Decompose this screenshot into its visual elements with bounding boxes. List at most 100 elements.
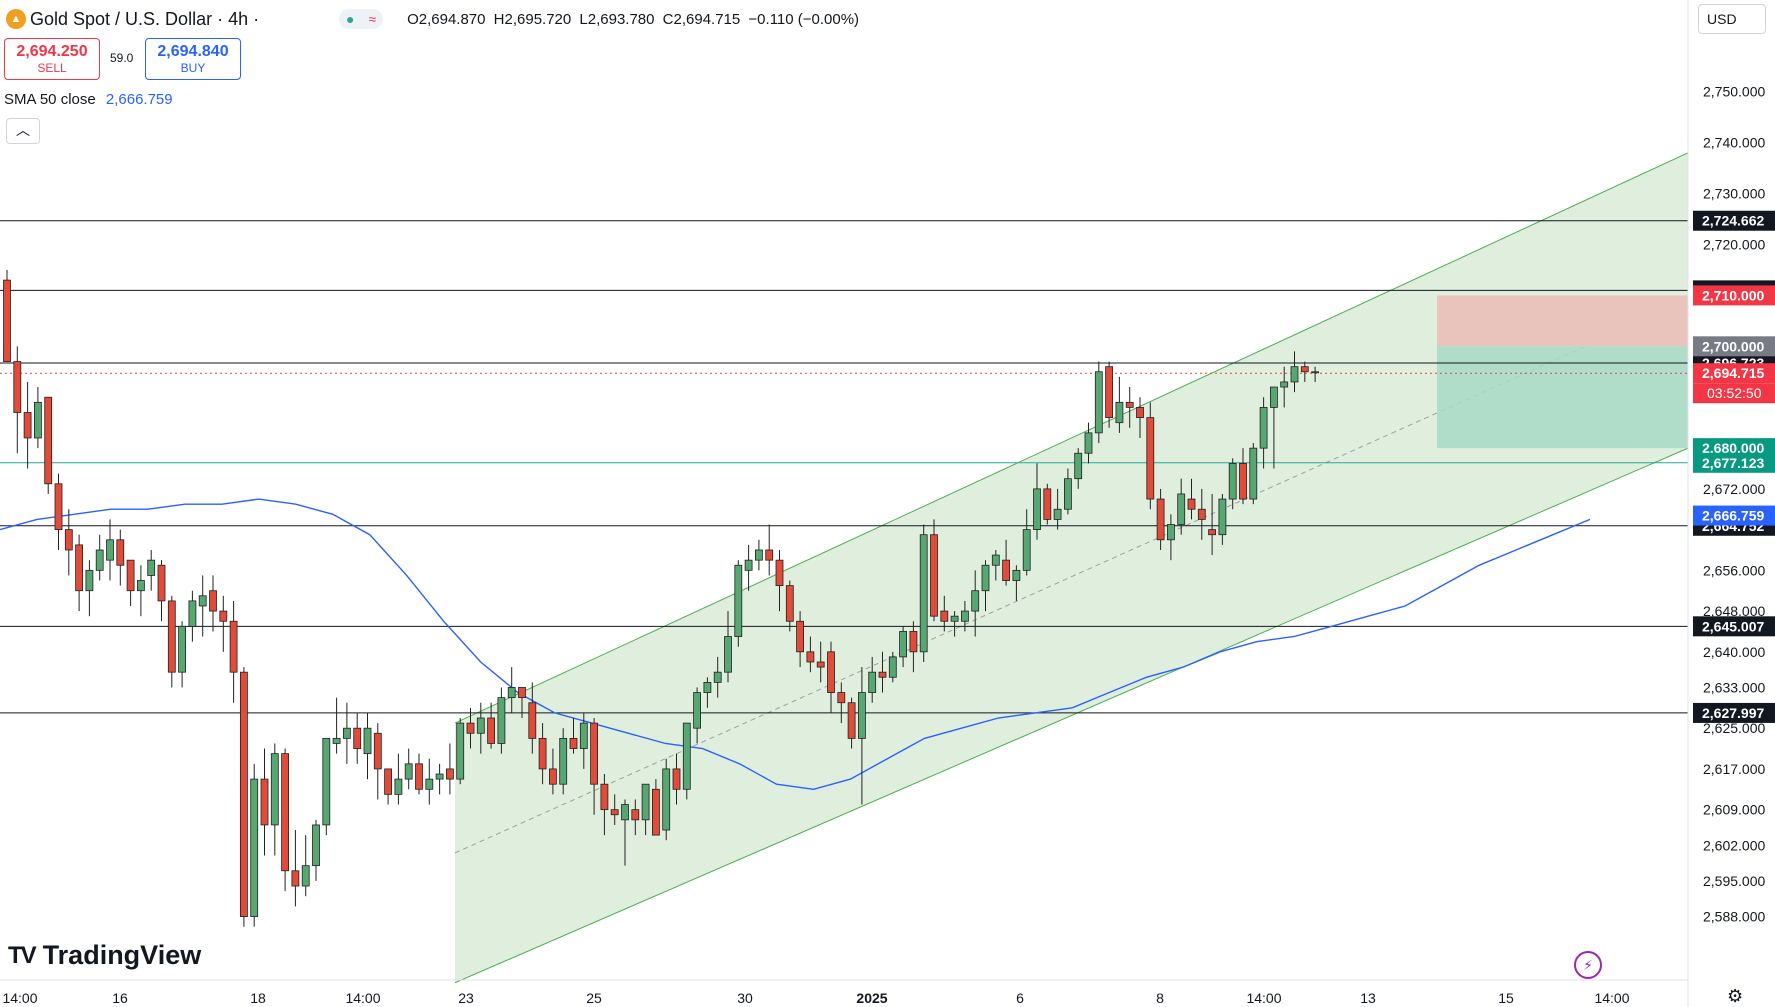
price-tick-label-14: 2,750.000	[1703, 84, 1765, 100]
price-tick-label-9: 2,656.000	[1703, 562, 1765, 578]
candle	[34, 387, 42, 449]
marker-price-tag-5: 2,666.759	[1702, 508, 1764, 524]
candle-body	[1012, 569, 1021, 581]
long-position-tool[interactable]	[1437, 295, 1688, 449]
candle	[899, 626, 907, 668]
candle	[1290, 351, 1299, 393]
candle-body	[415, 763, 423, 790]
candle	[981, 560, 990, 612]
candle	[909, 621, 918, 673]
price-tick-label-8: 2,648.000	[1703, 603, 1765, 619]
candle	[940, 595, 949, 632]
indicator-label: SMA 50 close	[4, 91, 96, 108]
candle-body	[64, 529, 73, 551]
candle	[1146, 402, 1155, 510]
candle-body	[1177, 493, 1186, 525]
currency-selector[interactable]: USD	[1698, 4, 1766, 34]
candle-body	[682, 722, 691, 790]
candle	[198, 575, 207, 637]
candle	[353, 712, 362, 764]
marker-price-tag-4-bg	[1693, 452, 1775, 473]
candle-body	[961, 610, 969, 622]
candle-body	[54, 483, 63, 531]
candle-body	[1074, 452, 1083, 480]
candle	[579, 712, 588, 769]
candle-body	[13, 361, 22, 413]
candle-body	[322, 737, 331, 826]
candle-body	[703, 681, 712, 693]
market-open-icon: ●	[346, 11, 355, 27]
lightning-icon[interactable]: ⚡	[1574, 951, 1602, 979]
candle	[95, 534, 104, 581]
tradingview-logo[interactable]: TV TradingView	[8, 940, 201, 971]
candle	[1270, 386, 1278, 469]
take-profit-zone	[1437, 346, 1688, 449]
candle-body	[425, 778, 434, 790]
candle-body	[1228, 463, 1237, 500]
market-status[interactable]: ● ≈	[339, 9, 384, 29]
candle-body	[312, 824, 320, 867]
candle	[621, 799, 629, 866]
candle-body	[621, 804, 629, 821]
candle	[1064, 468, 1072, 515]
candle-body	[394, 778, 403, 795]
candle-body	[930, 534, 938, 617]
candle	[476, 702, 485, 754]
candle	[1218, 493, 1227, 545]
candle-body	[1125, 401, 1134, 408]
sell-button[interactable]: 2,694.250 SELL	[4, 38, 100, 80]
candle-body	[126, 559, 135, 592]
time-axis[interactable]: 14:00 16 18 14:00 23 25 30 2025 6 8 14:00 13 15 14:00	[2, 990, 1629, 1006]
candle	[1208, 493, 1216, 556]
candle	[239, 667, 248, 927]
candle	[54, 473, 63, 550]
countdown-bg	[1693, 383, 1775, 404]
level-price-tag-0: 2,724.662	[1702, 213, 1764, 229]
price-tick-label-10: 2,672.000	[1703, 481, 1765, 497]
candle	[270, 743, 279, 856]
candle-body	[1218, 498, 1227, 536]
ohlc-readout: O2,694.870 H2,695.720 L2,693.780 C2,694.…	[407, 11, 863, 28]
candle	[85, 560, 94, 617]
buy-button[interactable]: 2,694.840 BUY	[145, 38, 241, 80]
candle	[724, 611, 732, 683]
candle	[827, 641, 835, 713]
time-tick-label-1: 16	[112, 990, 128, 1006]
candle-body	[1105, 366, 1113, 418]
collapse-legend-button[interactable]: ︿	[6, 118, 40, 144]
candle	[1187, 478, 1196, 520]
marker-price-tag-1-bg	[1693, 336, 1775, 357]
candle	[816, 641, 825, 683]
candle	[106, 519, 114, 581]
candle	[703, 677, 712, 708]
candle	[528, 682, 537, 754]
candle	[930, 519, 938, 622]
buy-label: BUY	[180, 61, 206, 75]
candle	[1156, 488, 1165, 550]
stop-loss-zone	[1437, 295, 1688, 347]
candle-body	[919, 534, 928, 653]
indicator-value: 2,666.759	[105, 91, 173, 108]
candle-body	[1043, 488, 1052, 520]
settings-gear-icon[interactable]: ⚙	[1727, 986, 1744, 1006]
symbol-title[interactable]: Gold Spot / U.S. Dollar · 4h ·	[30, 8, 260, 29]
price-tick-label-2: 2,602.000	[1703, 837, 1765, 853]
ohlc-open: O2,694.870	[407, 10, 486, 28]
price-tick-label-1: 2,595.000	[1703, 873, 1765, 889]
candle	[1033, 463, 1041, 540]
candle-body	[497, 697, 506, 744]
ohlc-high: H2,695.720	[493, 10, 572, 28]
candle	[1043, 483, 1052, 525]
candle	[971, 570, 980, 637]
candle	[322, 737, 331, 836]
price-axis[interactable]: 2,588.000 2,595.000 2,602.000 2,609.000 2,61…	[1703, 84, 1765, 925]
spread-value: 59.0	[110, 51, 134, 65]
indicator-legend[interactable]: SMA 50 close 2,666.759	[4, 91, 173, 108]
price-tick-label-0: 2,588.000	[1703, 909, 1765, 925]
candle-body	[590, 722, 598, 785]
candle-body	[34, 401, 42, 439]
candle-body	[868, 671, 877, 693]
candle-body	[806, 651, 815, 663]
time-tick-label-4: 23	[458, 990, 474, 1006]
